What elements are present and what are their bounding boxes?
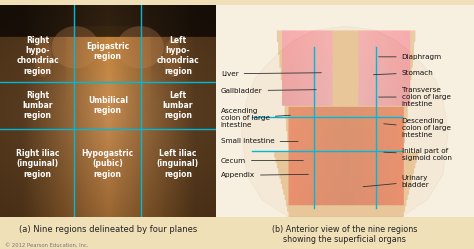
Ellipse shape bbox=[52, 26, 99, 68]
Text: Left iliac
(inguinal)
region: Left iliac (inguinal) region bbox=[157, 149, 199, 179]
Ellipse shape bbox=[35, 39, 52, 77]
Text: Right iliac
(inguinal)
region: Right iliac (inguinal) region bbox=[16, 149, 60, 179]
Polygon shape bbox=[241, 26, 448, 217]
Text: (a) Nine regions delineated by four planes: (a) Nine regions delineated by four plan… bbox=[18, 225, 197, 234]
Text: Initial part of
sigmoid colon: Initial part of sigmoid colon bbox=[384, 148, 452, 161]
Text: Cecum: Cecum bbox=[221, 158, 303, 164]
Text: Appendix: Appendix bbox=[221, 172, 309, 178]
Text: Stomach: Stomach bbox=[374, 70, 433, 76]
Text: Urinary
bladder: Urinary bladder bbox=[363, 175, 429, 188]
Text: Transverse
colon of large
intestine: Transverse colon of large intestine bbox=[379, 87, 451, 107]
Text: Descending
colon of large
intestine: Descending colon of large intestine bbox=[384, 118, 451, 138]
Ellipse shape bbox=[117, 26, 164, 68]
Text: (b) Anterior view of the nine regions
showing the superficial organs: (b) Anterior view of the nine regions sh… bbox=[272, 225, 418, 245]
Text: Epigastric
region: Epigastric region bbox=[86, 42, 129, 61]
Text: Ascending
colon of large
intestine: Ascending colon of large intestine bbox=[221, 108, 291, 128]
Text: Liver: Liver bbox=[221, 71, 321, 77]
Text: Umbilical
region: Umbilical region bbox=[88, 96, 128, 115]
Text: Diaphragm: Diaphragm bbox=[379, 54, 442, 60]
Ellipse shape bbox=[164, 39, 181, 77]
Text: Small intestine: Small intestine bbox=[221, 138, 298, 144]
Text: Right
lumbar
region: Right lumbar region bbox=[22, 91, 53, 121]
Text: Left
hypo-
chondriac
region: Left hypo- chondriac region bbox=[156, 36, 199, 76]
Polygon shape bbox=[0, 5, 216, 217]
Text: © 2012 Pearson Education, Inc.: © 2012 Pearson Education, Inc. bbox=[5, 243, 88, 248]
Text: Left
lumbar
region: Left lumbar region bbox=[163, 91, 193, 121]
Text: Gallbladder: Gallbladder bbox=[221, 88, 316, 94]
Text: Hypogastric
(pubic)
region: Hypogastric (pubic) region bbox=[82, 149, 134, 179]
Text: Right
hypo-
chondriac
region: Right hypo- chondriac region bbox=[17, 36, 59, 76]
